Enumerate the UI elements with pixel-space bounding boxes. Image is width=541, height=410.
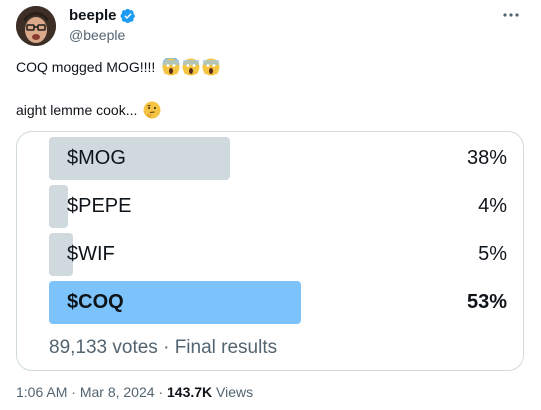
poll-result-bar xyxy=(49,137,230,180)
avatar[interactable] xyxy=(16,6,56,46)
tweet-date[interactable]: Mar 8, 2024 xyxy=(79,384,155,400)
tweet-meta: 1:06 AM · Mar 8, 2024 · 143.7K Views xyxy=(16,384,253,400)
more-horizontal-icon[interactable] xyxy=(501,8,521,22)
tweet-text: COQ mogged MOG!!!! xyxy=(16,59,156,75)
screaming-face-emoji xyxy=(202,58,220,76)
views-label: Views xyxy=(212,384,254,400)
poll-option-percent: 4% xyxy=(478,195,507,217)
poll-result-bar xyxy=(49,185,69,228)
poll-option: $PEPE 4% xyxy=(49,185,507,228)
poll-card: $MOG 38% $PEPE 4% $WIF 5% $COQ 53% 89,133 votes… xyxy=(16,131,524,371)
meta-separator: · xyxy=(154,384,167,400)
poll-option-label: $WIF xyxy=(67,243,115,265)
handle[interactable]: @beeple xyxy=(69,27,126,43)
poll-result-bar xyxy=(49,233,73,276)
tweet-text-line-2: aight lemme cook... xyxy=(16,100,161,120)
author-names: beeple @beeple xyxy=(69,6,136,43)
meta-separator: · xyxy=(67,384,80,400)
poll-option: $COQ 53% xyxy=(49,281,507,324)
poll-result-bar xyxy=(49,281,302,324)
tweet-time[interactable]: 1:06 AM xyxy=(16,384,68,400)
poll-footer: 89,133 votes · Final results xyxy=(49,337,278,358)
views-count: 143.7K xyxy=(167,384,213,400)
poll-option: $MOG 38% xyxy=(49,137,507,180)
tweet-text-line-1: COQ mogged MOG!!!! xyxy=(16,57,220,77)
poll-option-percent: 38% xyxy=(466,147,507,169)
poll-option-label: $MOG xyxy=(67,147,126,169)
thinking-face-emoji xyxy=(143,101,161,119)
screaming-face-emoji xyxy=(162,58,180,76)
poll-option-percent: 5% xyxy=(478,243,507,265)
poll-option-label: $COQ xyxy=(67,291,124,313)
avatar-face-icon xyxy=(16,6,56,46)
tweet-text: aight lemme cook... xyxy=(16,102,138,118)
screaming-face-emoji xyxy=(182,58,200,76)
tweet-header: beeple @beeple xyxy=(16,6,529,46)
poll-option: $WIF 5% xyxy=(49,233,507,276)
poll-option-percent: 53% xyxy=(466,291,507,313)
display-name[interactable]: beeple xyxy=(69,7,117,24)
verified-badge-icon[interactable] xyxy=(120,8,136,24)
poll-option-label: $PEPE xyxy=(67,195,132,217)
